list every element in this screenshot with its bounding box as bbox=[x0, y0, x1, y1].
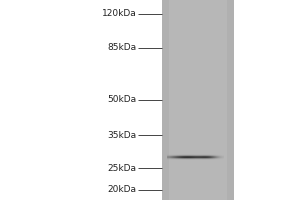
Text: 25kDa: 25kDa bbox=[107, 164, 136, 173]
Text: 20kDa: 20kDa bbox=[107, 186, 136, 194]
Text: 85kDa: 85kDa bbox=[107, 43, 136, 52]
Text: 50kDa: 50kDa bbox=[107, 95, 136, 104]
Text: 35kDa: 35kDa bbox=[107, 131, 136, 140]
Text: 120kDa: 120kDa bbox=[102, 9, 136, 19]
Bar bbox=[169, 0, 227, 200]
Bar bbox=[162, 0, 234, 200]
